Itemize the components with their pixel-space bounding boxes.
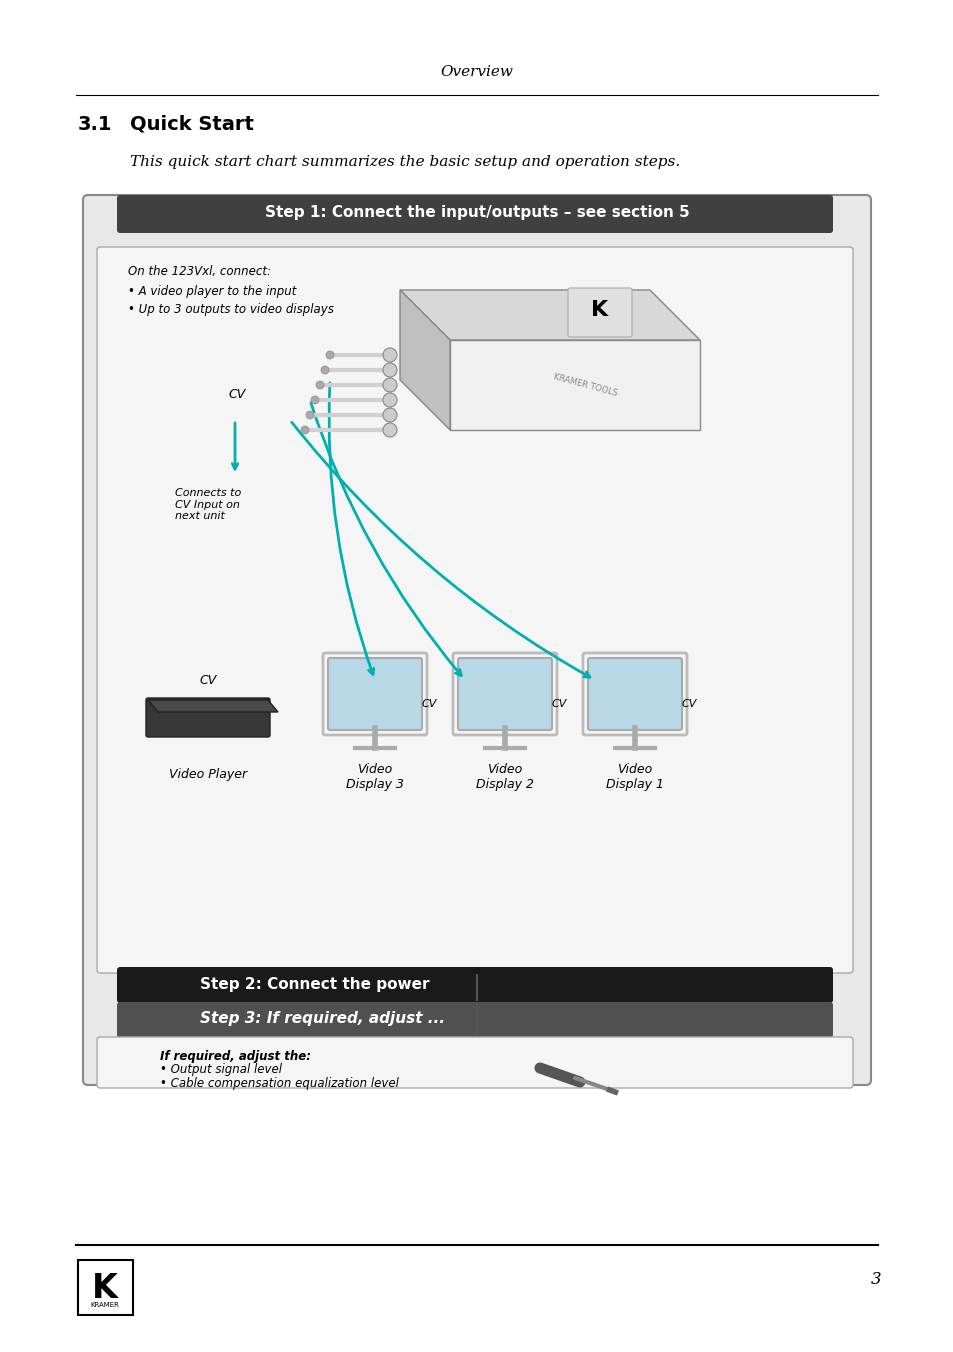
Circle shape bbox=[382, 347, 396, 362]
Circle shape bbox=[382, 393, 396, 407]
Text: Step 1: Connect the input/outputs – see section 5: Step 1: Connect the input/outputs – see … bbox=[264, 206, 689, 220]
Text: CV: CV bbox=[681, 699, 697, 708]
Text: • Up to 3 outputs to video displays: • Up to 3 outputs to video displays bbox=[128, 303, 334, 316]
Text: CV: CV bbox=[199, 673, 216, 687]
Polygon shape bbox=[399, 289, 450, 430]
Circle shape bbox=[301, 426, 309, 434]
Text: 3.1: 3.1 bbox=[78, 115, 112, 134]
FancyBboxPatch shape bbox=[457, 658, 552, 730]
FancyBboxPatch shape bbox=[328, 658, 421, 730]
Text: Video Player: Video Player bbox=[169, 768, 247, 781]
Circle shape bbox=[382, 379, 396, 392]
Circle shape bbox=[311, 396, 318, 404]
Text: 3: 3 bbox=[870, 1271, 881, 1288]
FancyBboxPatch shape bbox=[567, 288, 631, 337]
FancyBboxPatch shape bbox=[146, 698, 270, 737]
Text: Overview: Overview bbox=[440, 65, 513, 78]
Text: Quick Start: Quick Start bbox=[130, 115, 253, 134]
Text: This quick start chart summarizes the basic setup and operation steps.: This quick start chart summarizes the ba… bbox=[130, 155, 679, 169]
Text: Video
Display 3: Video Display 3 bbox=[346, 763, 403, 791]
Circle shape bbox=[320, 366, 329, 375]
Text: Step 3: If required, adjust ...: Step 3: If required, adjust ... bbox=[200, 1011, 444, 1026]
FancyBboxPatch shape bbox=[117, 967, 832, 1003]
Text: KRAMER TOOLS: KRAMER TOOLS bbox=[552, 372, 618, 397]
Circle shape bbox=[382, 423, 396, 437]
Text: K: K bbox=[92, 1271, 118, 1305]
Circle shape bbox=[382, 362, 396, 377]
FancyBboxPatch shape bbox=[117, 195, 832, 233]
Text: CV: CV bbox=[228, 388, 245, 402]
Circle shape bbox=[382, 408, 396, 422]
Polygon shape bbox=[450, 339, 700, 430]
Text: CV: CV bbox=[552, 699, 567, 708]
FancyBboxPatch shape bbox=[83, 195, 870, 1086]
Circle shape bbox=[306, 411, 314, 419]
Text: K: K bbox=[591, 300, 608, 320]
FancyBboxPatch shape bbox=[117, 1002, 832, 1038]
FancyBboxPatch shape bbox=[97, 1037, 852, 1088]
Text: Connects to
CV Input on
next unit: Connects to CV Input on next unit bbox=[174, 488, 241, 522]
Text: KRAMER: KRAMER bbox=[91, 1302, 119, 1307]
Text: If required, adjust the:: If required, adjust the: bbox=[160, 1051, 311, 1063]
Text: • Cable compensation equalization level: • Cable compensation equalization level bbox=[160, 1078, 398, 1090]
FancyBboxPatch shape bbox=[587, 658, 681, 730]
Text: Step 2: Connect the power: Step 2: Connect the power bbox=[200, 976, 429, 991]
Circle shape bbox=[315, 381, 324, 389]
Text: On the 123Vxl, connect:: On the 123Vxl, connect: bbox=[128, 265, 271, 279]
Text: CV: CV bbox=[421, 699, 436, 708]
FancyBboxPatch shape bbox=[97, 247, 852, 973]
Text: • A video player to the input: • A video player to the input bbox=[128, 285, 296, 297]
FancyBboxPatch shape bbox=[78, 1260, 132, 1315]
Polygon shape bbox=[148, 700, 277, 713]
Text: Video
Display 2: Video Display 2 bbox=[476, 763, 534, 791]
Circle shape bbox=[326, 352, 334, 360]
Text: Video
Display 1: Video Display 1 bbox=[605, 763, 663, 791]
Text: • Output signal level: • Output signal level bbox=[160, 1063, 282, 1076]
Polygon shape bbox=[399, 289, 700, 339]
